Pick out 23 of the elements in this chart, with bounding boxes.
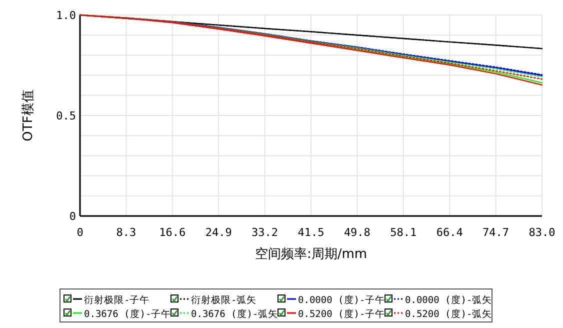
x-tick-label: 66.4 xyxy=(436,226,464,239)
x-tick-label: 24.9 xyxy=(205,226,232,239)
x-axis-title: 空间频率:周期/mm xyxy=(254,246,368,262)
legend-label: 0.5200 (度)-子午 xyxy=(298,308,386,320)
x-tick-label: 41.5 xyxy=(298,226,324,239)
x-tick-label: 58.1 xyxy=(390,226,417,239)
legend-label: 衍射极限-弧矢 xyxy=(191,294,257,306)
legend-label: 0.3676 (度)-弧矢 xyxy=(191,308,278,320)
y-tick-label: 1.0 xyxy=(56,9,76,22)
x-tick-label: 33.2 xyxy=(252,226,278,239)
y-axis-title: OTF模值 xyxy=(21,90,36,142)
x-tick-label: 49.8 xyxy=(344,226,370,239)
y-tick-label: 0.5 xyxy=(56,110,76,122)
legend-label: 0.5200 (度)-弧矢 xyxy=(405,308,492,320)
legend-label: 0.0000 (度)-子午 xyxy=(298,294,386,306)
x-tick-label: 16.6 xyxy=(159,226,186,239)
legend-label: 衍射极限-子午 xyxy=(84,294,150,306)
x-tick-label: 8.3 xyxy=(116,226,136,239)
x-tick-label: 74.7 xyxy=(482,226,510,239)
legend-label: 0.0000 (度)-弧矢 xyxy=(405,294,492,306)
y-tick-label: 0 xyxy=(69,210,76,223)
legend-label: 0.3676 (度)-子午 xyxy=(84,308,172,320)
x-tick-label: 83.0 xyxy=(528,226,556,239)
